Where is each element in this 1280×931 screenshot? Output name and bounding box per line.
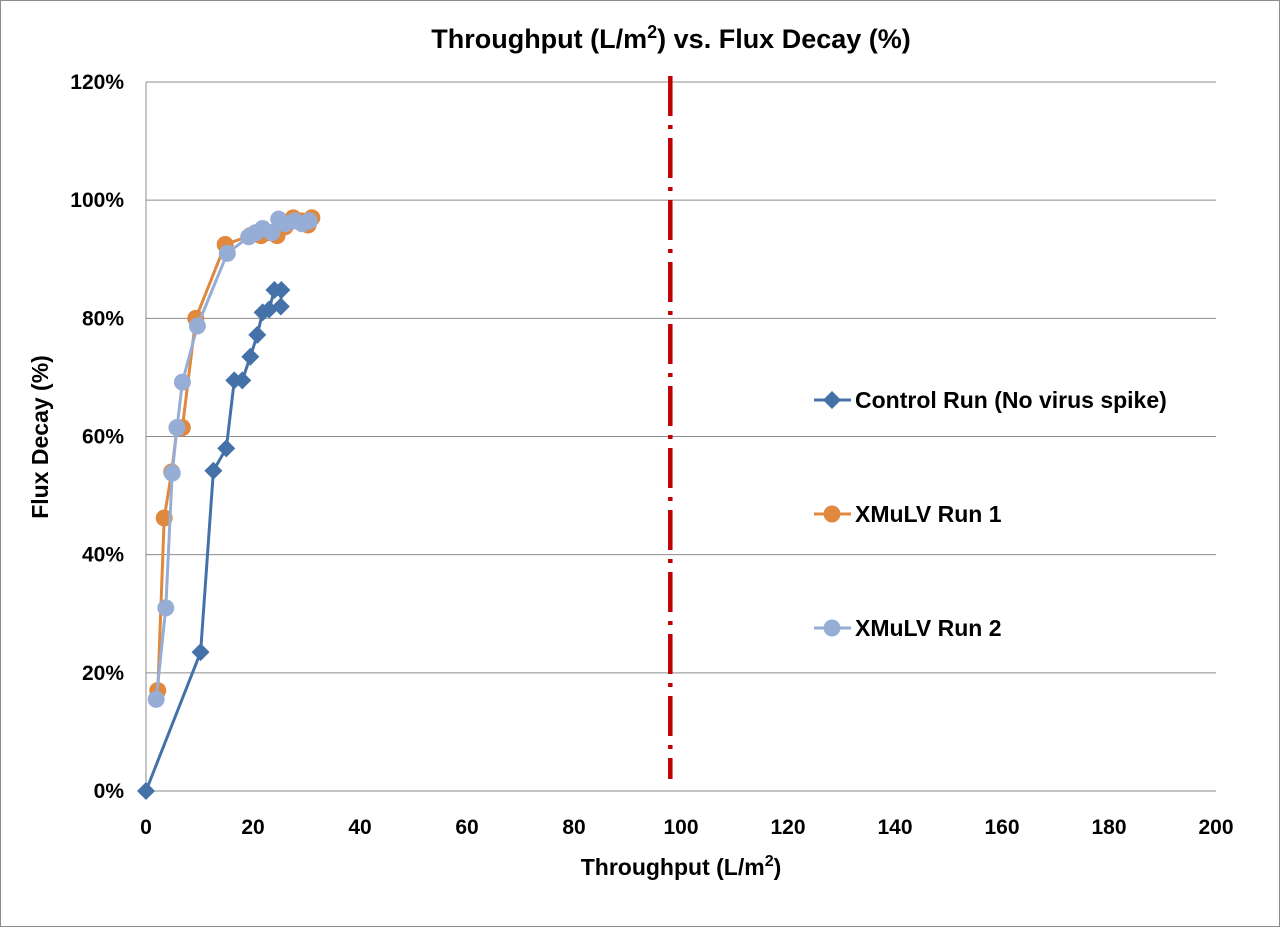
- chart-title-superscript: 2: [647, 22, 657, 42]
- data-point: [173, 373, 191, 391]
- data-point: [147, 690, 165, 708]
- data-point: [241, 347, 260, 366]
- legend-label: XMuLV Run 2: [855, 615, 1002, 641]
- data-point: [300, 212, 318, 230]
- series-layer: [137, 209, 321, 800]
- x-tick-label: 160: [984, 816, 1019, 839]
- data-point: [263, 224, 281, 242]
- y-tick-labels: 0% 20% 40% 60% 80% 100% 120%: [70, 71, 124, 803]
- y-tick-label: 100%: [70, 189, 124, 212]
- x-tick-label: 140: [877, 816, 912, 839]
- x-tick-label: 120: [770, 816, 805, 839]
- y-tick-label: 120%: [70, 71, 124, 94]
- chart-title-text-end: ) vs. Flux Decay (%): [657, 24, 911, 54]
- x-tick-label: 100: [663, 816, 698, 839]
- axes: [145, 82, 1216, 792]
- x-tick-label: 80: [562, 816, 585, 839]
- data-point: [157, 599, 175, 617]
- legend-marker: [823, 505, 841, 523]
- data-point: [218, 244, 236, 262]
- legend-marker: [823, 391, 841, 409]
- y-tick-label: 0%: [94, 780, 125, 803]
- legend-item: XMuLV Run 1: [814, 501, 1002, 527]
- data-point: [163, 464, 181, 482]
- y-tick-label: 40%: [82, 544, 124, 567]
- series-line: [144, 288, 283, 792]
- data-point: [137, 782, 155, 800]
- data-point: [168, 419, 186, 437]
- x-tick-labels: 0 20 40 60 80 100 120 140 160 180 200: [140, 816, 1233, 839]
- data-point: [233, 371, 252, 390]
- x-tick-label: 0: [140, 816, 152, 839]
- legend: Control Run (No virus spike) XMuLV Run 1 X…: [814, 387, 1167, 641]
- y-axis-title: Flux Decay (%): [27, 355, 53, 519]
- series-3: [147, 210, 318, 708]
- x-tick-label: 20: [241, 816, 264, 839]
- data-point: [271, 297, 290, 316]
- legend-marker: [823, 619, 841, 637]
- legend-label: XMuLV Run 1: [855, 501, 1002, 527]
- x-axis-title: Throughput (L/m2): [581, 853, 782, 880]
- x-tick-label: 60: [455, 816, 478, 839]
- legend-item: XMuLV Run 2: [814, 615, 1002, 641]
- gridlines: [146, 81, 1216, 674]
- series-1: [137, 280, 291, 800]
- x-axis-title-superscript: 2: [765, 853, 774, 870]
- chart-title: Throughput (L/m2) vs. Flux Decay (%): [431, 22, 911, 54]
- x-tick-label: 180: [1091, 816, 1126, 839]
- legend-item: Control Run (No virus spike): [814, 387, 1167, 413]
- data-point: [191, 643, 210, 662]
- y-tick-label: 60%: [82, 426, 124, 449]
- data-point: [248, 325, 267, 344]
- x-axis-title-text-end: ): [774, 854, 782, 880]
- data-point: [217, 439, 236, 458]
- x-tick-label: 200: [1198, 816, 1233, 839]
- data-point: [272, 280, 291, 299]
- legend-label: Control Run (No virus spike): [855, 387, 1167, 413]
- x-tick-label: 40: [348, 816, 371, 839]
- y-tick-label: 80%: [82, 307, 124, 330]
- chart-title-text: Throughput (L/m: [431, 24, 647, 54]
- y-tick-label: 20%: [82, 662, 124, 685]
- data-point: [188, 317, 206, 335]
- x-axis-title-text: Throughput (L/m: [581, 854, 765, 880]
- data-point: [204, 461, 223, 480]
